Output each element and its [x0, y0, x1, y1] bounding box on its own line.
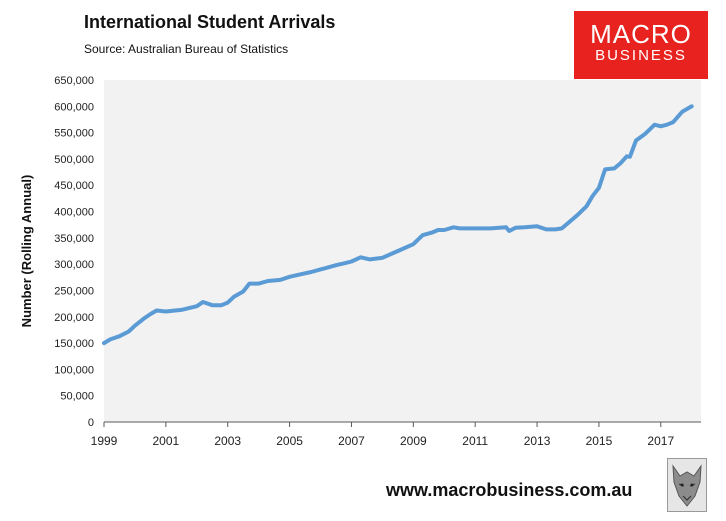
y-tick-label: 650,000: [54, 75, 94, 87]
y-tick-label: 500,000: [54, 154, 94, 166]
y-tick-label: 150,000: [54, 338, 94, 350]
y-tick-label: 550,000: [54, 128, 94, 140]
macrobusiness-logo: MACRO BUSINESS: [574, 11, 708, 79]
y-tick-label: 600,000: [54, 101, 94, 113]
website-url[interactable]: www.macrobusiness.com.au: [386, 480, 633, 500]
y-tick-label: 300,000: [54, 259, 94, 271]
y-tick-label: 250,000: [54, 285, 94, 297]
y-tick-label: 100,000: [54, 364, 94, 376]
y-tick-label: 0: [88, 417, 94, 429]
chart-subtitle: Source: Australian Bureau of Statistics: [84, 42, 289, 56]
chart-title: International Student Arrivals: [84, 12, 336, 32]
y-tick-label: 400,000: [54, 207, 94, 219]
y-tick-label: 350,000: [54, 233, 94, 245]
x-tick-label: 2013: [524, 434, 551, 448]
series-line: [102, 104, 694, 346]
y-tick-label: 200,000: [54, 312, 94, 324]
x-tick-label: 2017: [647, 434, 674, 448]
x-tick-label: 1999: [91, 434, 118, 448]
wolf-icon: [667, 458, 707, 512]
y-tick-label: 50,000: [60, 391, 94, 403]
logo-line-1: MACRO: [590, 19, 692, 49]
y-tick-label: 450,000: [54, 180, 94, 192]
x-tick-label: 2011: [462, 434, 488, 448]
x-tick-label: 2009: [400, 434, 427, 448]
x-tick-label: 2001: [153, 434, 180, 448]
x-tick-label: 2003: [214, 434, 241, 448]
x-tick-label: 2005: [276, 434, 303, 448]
logo-line-2: BUSINESS: [595, 47, 687, 64]
y-axis-label: Number (Rolling Annual): [19, 175, 34, 328]
x-tick-label: 2007: [338, 434, 365, 448]
x-tick-label: 2015: [586, 434, 613, 448]
